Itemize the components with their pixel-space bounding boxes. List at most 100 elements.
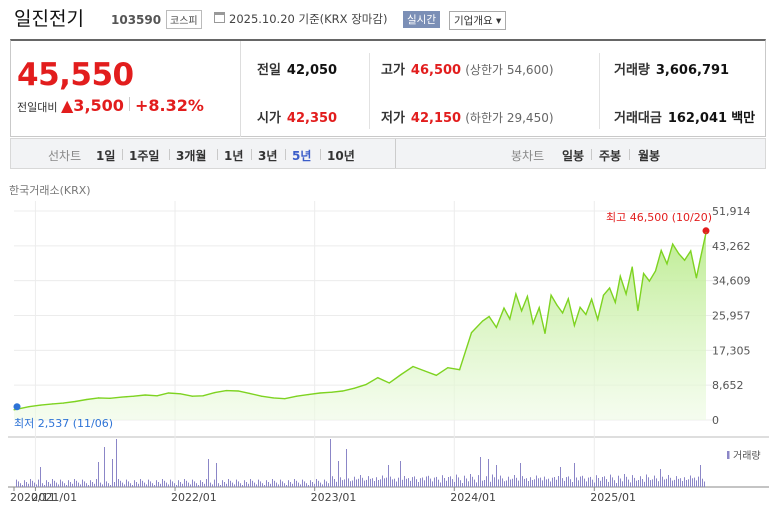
volume-bar (134, 480, 135, 487)
volume-bar (116, 439, 117, 487)
price-point (561, 312, 564, 314)
volume-bar (440, 482, 441, 487)
company-overview-dropdown[interactable]: 기업개요 ▾ (449, 11, 507, 30)
volume-bar (62, 481, 63, 487)
period-3m[interactable]: 3개월 (176, 149, 207, 163)
volume-bar (608, 481, 609, 487)
volume-bar (532, 480, 533, 487)
trade-amount: 거래대금 162,041 백만 (614, 107, 755, 126)
price-point (423, 370, 426, 372)
volume-bar (412, 477, 413, 487)
volume-bar (572, 482, 573, 487)
volume-bar (394, 478, 395, 487)
volume-bar (350, 481, 351, 487)
price-point (260, 395, 263, 397)
volume-bar (214, 479, 215, 487)
volume-bar (246, 482, 247, 487)
period-selector-bar: 선차트 1일 1주일 3개월 1년 3년 5년 10년 봉차트 일봉 주봉 월봉 (10, 138, 766, 169)
y-axis-labels: 51,914 43,262 34,609 25,957 17,305 8,652 0 (712, 205, 751, 427)
price-point (614, 301, 616, 304)
volume-bar (58, 484, 59, 487)
period-1y[interactable]: 1년 (224, 149, 244, 163)
price-point (695, 277, 698, 279)
divider (599, 53, 600, 129)
volume-bar (690, 475, 691, 487)
price-point (654, 270, 657, 272)
candle-daily[interactable]: 일봉 (562, 149, 585, 163)
max-annotation: 최고 46,500 (10/20) (606, 211, 712, 224)
volume-bar (122, 482, 123, 487)
period-3y[interactable]: 3년 (258, 149, 278, 163)
price-point (705, 232, 707, 234)
calendar-icon (214, 12, 225, 23)
volume-bar (464, 475, 465, 487)
volume-bar (242, 485, 243, 487)
volume-bar (174, 483, 175, 487)
volume-bar (50, 483, 51, 487)
y-tick-label: 17,305 (712, 344, 751, 357)
period-1d[interactable]: 1일 (96, 149, 116, 163)
price-point (191, 395, 193, 397)
volume-bar (162, 479, 163, 487)
volume-bar (374, 481, 375, 487)
volume-bar (218, 483, 219, 487)
price-area (14, 232, 706, 420)
price-point (637, 309, 639, 312)
period-10y[interactable]: 10년 (327, 149, 355, 163)
volume-bar (592, 479, 593, 487)
volume-bar (346, 449, 347, 487)
volume-bar (594, 482, 595, 487)
stock-header: 일진전기 103590 코스피 2025.10.20 기준(KRX 장마감) 실… (0, 0, 769, 36)
volume-bar (648, 477, 649, 487)
volume-bar (170, 479, 171, 487)
volume-bar (442, 475, 443, 487)
volume-bar (628, 479, 629, 487)
volume-bar (476, 482, 477, 487)
volume-bar (104, 447, 105, 487)
volume-bar (244, 480, 245, 487)
realtime-button[interactable]: 실시간 (403, 11, 440, 28)
volume-bar (386, 477, 387, 487)
volume-bar (418, 482, 419, 487)
volume-bar (600, 480, 601, 487)
volume-bar (354, 476, 355, 487)
volume-bar (98, 462, 99, 487)
price-point (40, 404, 42, 406)
volume-bar (376, 477, 377, 487)
volume-bar (20, 483, 21, 487)
volume-bar (554, 477, 555, 487)
candle-weekly[interactable]: 주봉 (599, 149, 622, 163)
price-point (319, 392, 321, 394)
volume-bar (318, 480, 319, 487)
volume-bar (540, 477, 541, 487)
volume-bar (654, 475, 655, 487)
volume-bar (694, 477, 695, 487)
volume-bar (642, 479, 643, 487)
period-5y[interactable]: 5년 (292, 149, 312, 163)
volume-bar (684, 477, 685, 487)
price-point (365, 383, 367, 386)
volume-bar (34, 482, 35, 487)
volume-bar (458, 477, 459, 487)
volume-bar (238, 481, 239, 487)
volume-bar (650, 480, 651, 487)
price-chart[interactable]: 51,914 43,262 34,609 25,957 17,305 8,652 0 202… (0, 195, 769, 512)
price-change-percent: +8.32% (135, 96, 204, 115)
price-point (97, 397, 100, 399)
price-point (672, 243, 674, 245)
max-marker (702, 227, 710, 235)
volume-bar (508, 476, 509, 487)
volume-bar (298, 482, 299, 487)
period-1w[interactable]: 1주일 (129, 149, 160, 163)
price-point (377, 377, 379, 379)
candle-monthly[interactable]: 월봉 (638, 149, 661, 163)
divider (251, 149, 252, 160)
volume-bar (606, 479, 607, 487)
volume-bar (678, 478, 679, 487)
volume-bar (564, 480, 565, 487)
volume-bar (166, 482, 167, 487)
price-point (388, 382, 390, 384)
volume-bar (496, 465, 497, 487)
volume-bar (652, 479, 653, 487)
volume-bar (36, 484, 37, 487)
